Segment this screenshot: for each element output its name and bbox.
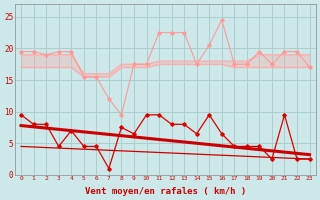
X-axis label: Vent moyen/en rafales ( km/h ): Vent moyen/en rafales ( km/h ) <box>85 187 246 196</box>
